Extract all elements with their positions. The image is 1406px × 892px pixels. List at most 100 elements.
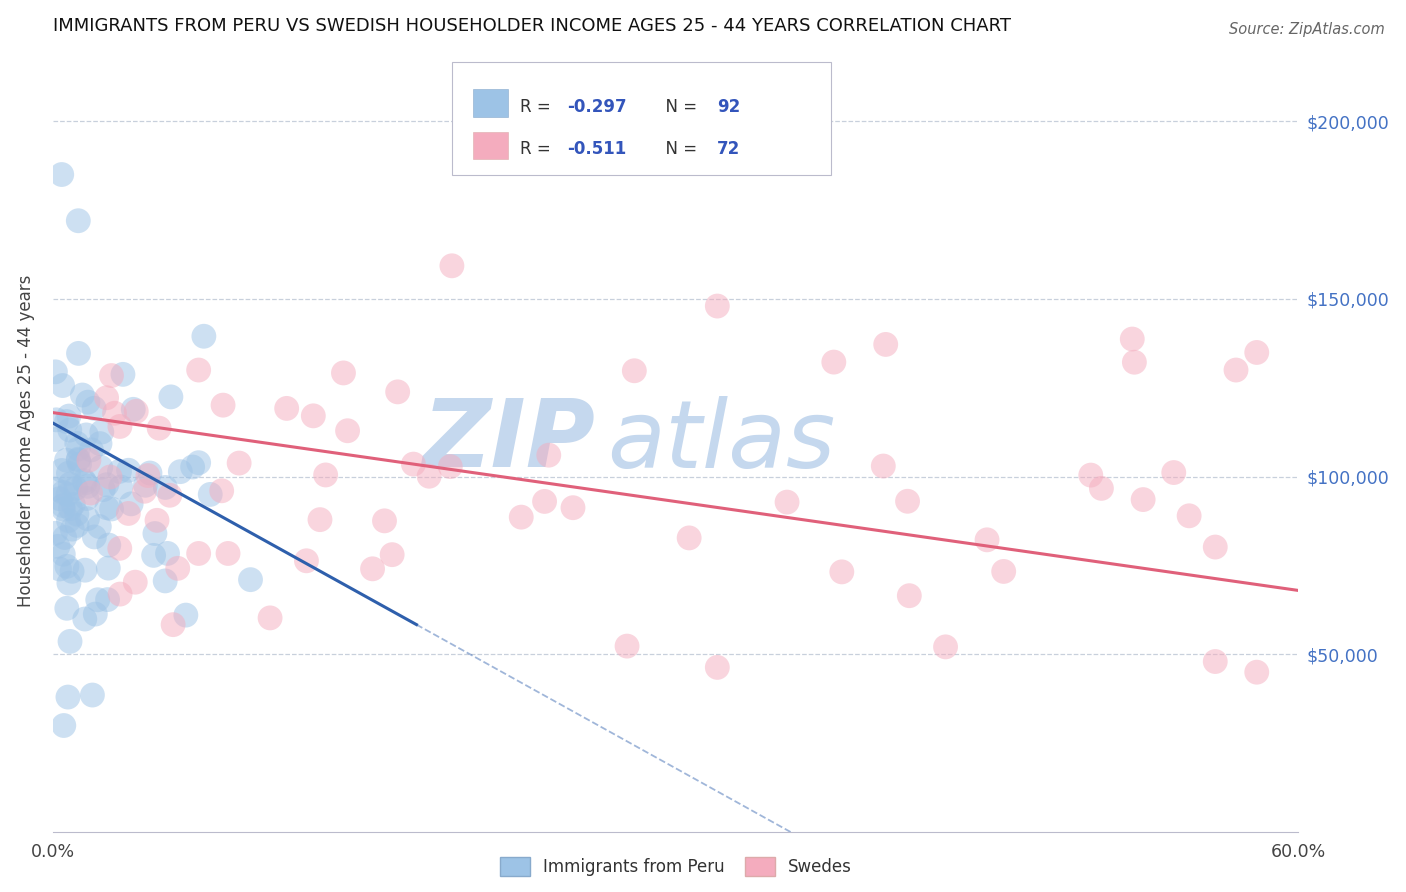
Point (52, 718, 75, 732)
Point (678, 531, 700, 545)
Point (440, 259, 463, 273)
Text: IMMIGRANTS FROM PERU VS SWEDISH HOUSEHOLDER INCOME AGES 25 - 44 YEARS CORRELATIO: IMMIGRANTS FROM PERU VS SWEDISH HOUSEHOL… (53, 17, 1011, 35)
Point (1163, 466, 1185, 480)
Point (66, 507, 89, 521)
Point (439, 459, 461, 474)
Point (103, 406, 125, 420)
Point (706, 660, 728, 674)
Point (1090, 481, 1112, 495)
Point (1132, 492, 1154, 507)
Point (51, 168, 73, 182)
Point (211, 483, 233, 498)
Point (1080, 468, 1102, 483)
Point (217, 546, 239, 560)
Point (108, 587, 131, 601)
Point (136, 468, 159, 483)
Point (1178, 508, 1201, 523)
Text: atlas: atlas (607, 396, 835, 487)
Point (162, 617, 184, 632)
Point (52, 502, 75, 516)
Point (58, 514, 80, 528)
Point (402, 457, 425, 471)
Point (90, 425, 112, 439)
Point (67, 452, 90, 467)
Point (96, 500, 118, 515)
Point (159, 488, 181, 502)
Point (76, 511, 98, 525)
Point (52, 378, 75, 392)
Point (200, 487, 222, 501)
Point (89, 436, 111, 450)
Point (1121, 332, 1143, 346)
Point (935, 640, 957, 654)
Point (139, 466, 162, 480)
Point (100, 502, 122, 516)
Point (56, 690, 79, 704)
Point (336, 424, 359, 438)
Text: R =: R = (520, 140, 557, 158)
Point (58, 576, 80, 591)
Point (77, 395, 100, 409)
Point (56, 559, 79, 574)
Point (706, 299, 728, 313)
Point (143, 526, 166, 541)
Point (55, 453, 77, 467)
Point (122, 402, 145, 417)
Point (48, 491, 70, 506)
Point (58, 467, 80, 481)
Point (174, 608, 197, 623)
Point (67, 346, 90, 360)
Point (98, 470, 121, 484)
Text: -0.511: -0.511 (568, 140, 627, 158)
Point (108, 464, 131, 478)
Point (62, 497, 84, 511)
Point (46, 540, 69, 554)
Point (82, 688, 104, 702)
Point (96, 391, 118, 405)
Point (228, 456, 250, 470)
Point (302, 409, 325, 423)
Point (90, 460, 112, 475)
Point (84, 607, 107, 621)
Point (83, 401, 105, 416)
Point (53, 531, 76, 545)
Point (108, 541, 131, 556)
Text: -0.297: -0.297 (568, 97, 627, 116)
Point (1204, 540, 1226, 554)
Point (156, 546, 179, 560)
Point (44, 482, 66, 496)
Point (45, 413, 67, 427)
Point (117, 507, 139, 521)
Point (96, 477, 118, 491)
Point (80, 442, 103, 457)
Point (295, 554, 318, 568)
Text: ZIP: ZIP (422, 395, 595, 487)
Point (872, 458, 894, 473)
Point (125, 404, 148, 418)
Point (44, 433, 66, 447)
Point (134, 484, 156, 499)
Point (56, 487, 79, 501)
Point (72, 388, 94, 402)
Point (562, 500, 585, 515)
Point (67, 213, 90, 227)
Point (1225, 363, 1247, 377)
Point (181, 460, 204, 475)
Point (73, 563, 96, 577)
Legend: Immigrants from Peru, Swedes: Immigrants from Peru, Swedes (494, 850, 859, 882)
Point (65, 481, 87, 495)
Point (776, 495, 799, 509)
Point (111, 368, 134, 382)
Point (59, 634, 82, 648)
Point (160, 390, 183, 404)
Point (87, 592, 110, 607)
Point (155, 480, 177, 494)
Point (187, 363, 209, 377)
Point (108, 419, 131, 434)
Point (52, 547, 75, 561)
Point (51, 463, 73, 477)
Text: N =: N = (655, 140, 702, 158)
Point (259, 611, 281, 625)
Point (134, 478, 156, 492)
Point (73, 474, 96, 488)
